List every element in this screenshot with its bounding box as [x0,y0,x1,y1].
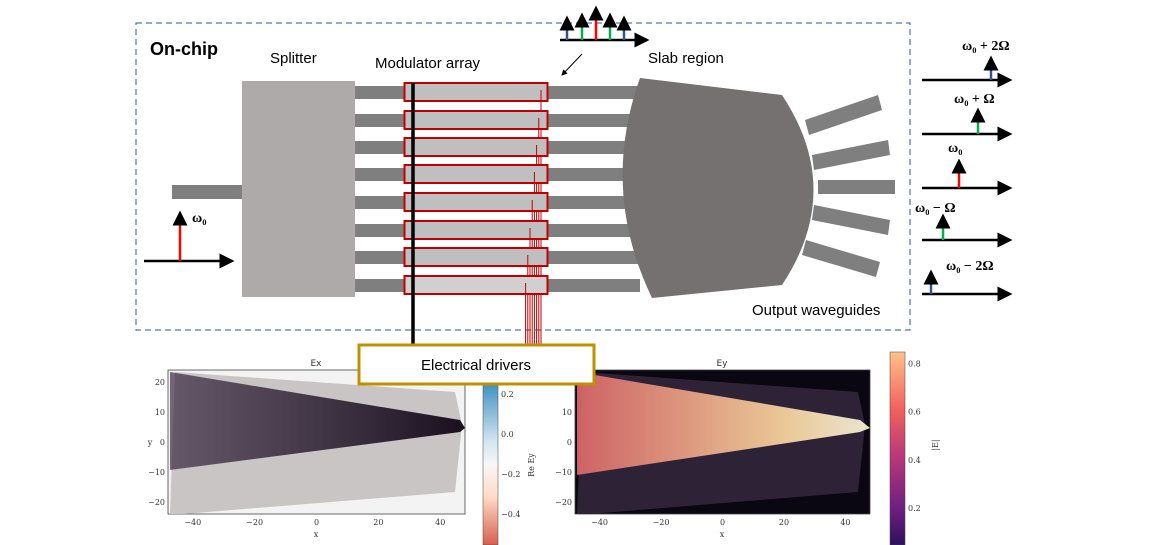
y-tick-label: −10 [555,468,572,477]
modulator [403,164,549,184]
waveguide-in [355,279,405,292]
plot-ex: Ex x y Re Ey [147,359,536,545]
modulator-label: Modulator array [375,55,481,72]
colorbar-tick-label: 0.6 [908,408,921,417]
x-tick-label: −40 [591,518,608,527]
y-tick-label: 0 [567,438,572,447]
waveguide-in [355,196,405,209]
waveguide-out [548,196,640,209]
modulator [403,247,549,267]
plot-ex-title: Ex [310,359,322,369]
waveguide-in [355,141,405,154]
modulator-rows [355,82,640,345]
x-tick-label: −20 [246,518,263,527]
input-freq-label: ω₀ [192,211,206,226]
spectrum-lines [559,5,632,40]
waveguide-in [355,251,405,264]
y-tick-label: 10 [562,408,572,417]
output-waveguides [802,95,895,277]
plot-ex-ylabel: y [147,438,153,447]
colorbar-tick-label: 0.0 [501,430,514,439]
x-tick-label: 0 [314,518,319,527]
input-waveguide [172,185,244,199]
y-tick-label: −20 [555,498,572,507]
plot-ex-colorbar-label: Re Ey [527,453,536,477]
modulator [403,137,549,157]
electrical-drivers-box [357,343,596,386]
pointer-arrow [561,53,583,76]
waveguide-out [548,114,640,127]
waveguide-out [548,224,640,237]
modulator [403,110,549,130]
electrical-drivers-label: Electrical drivers [421,357,531,374]
x-tick-label: −40 [184,518,201,527]
output-freq-label: ω₀ − 2Ω [946,259,994,274]
waveguide-out [548,251,640,264]
y-tick-label: 10 [155,408,165,417]
x-tick-label: 40 [840,518,850,527]
output-spectra: ω₀ + 2Ω ω₀ + Ω ω₀ ω₀ − Ω ω₀ − 2Ω [915,39,1013,302]
modulator [403,220,549,240]
colorbar-tick-label: 0.4 [908,456,921,465]
colorbar-tick-label: 0.2 [501,390,514,399]
waveguide-out [548,279,640,292]
modulator [403,275,549,295]
waveguide-in [355,168,405,181]
plot-ey: Ey x |E| [574,351,940,545]
output-label: Output waveguides [752,302,880,319]
colorbar-tick-label: 0.8 [908,359,921,368]
on-chip-label: On-chip [150,39,218,59]
x-tick-label: 20 [779,518,789,527]
x-tick-label: 40 [435,518,445,527]
output-freq-label: ω₀ − Ω [915,201,956,216]
output-freq-label: ω₀ + 2Ω [962,39,1010,54]
splitter-label: Splitter [270,50,317,67]
plot-ey-title: Ey [716,359,728,369]
modulator [403,192,549,212]
y-tick-label: −20 [148,498,165,507]
plot-ey-colorbar-label: |E| [931,439,940,450]
y-tick-label: 0 [160,438,165,447]
plot-ey-xlabel: x [720,530,725,539]
plot-ex-xlabel: x [314,530,319,539]
waveguide-in [355,224,405,237]
output-freq-label: ω₀ [948,141,962,156]
waveguide-in [355,86,405,99]
waveguide-in [355,114,405,127]
waveguide-out [548,168,640,181]
y-tick-label: −10 [148,468,165,477]
slab-region [622,78,814,298]
colorbar-tick-label: −0.2 [501,470,520,479]
colorbar-tick-label: −0.4 [501,510,520,519]
x-tick-label: 0 [720,518,725,527]
splitter [242,81,355,297]
x-tick-label: −20 [653,518,670,527]
output-freq-label: ω₀ + Ω [954,92,995,107]
y-tick-label: 20 [155,378,165,387]
colorbar-tick-label: 0.2 [908,504,921,513]
slab-label: Slab region [648,50,724,67]
x-tick-label: 20 [373,518,383,527]
plot-ey-colorbar [889,351,906,545]
plot-ex-colorbar [482,384,499,545]
waveguide-out [548,86,640,99]
waveguide-out [548,141,640,154]
modulator [403,82,549,102]
